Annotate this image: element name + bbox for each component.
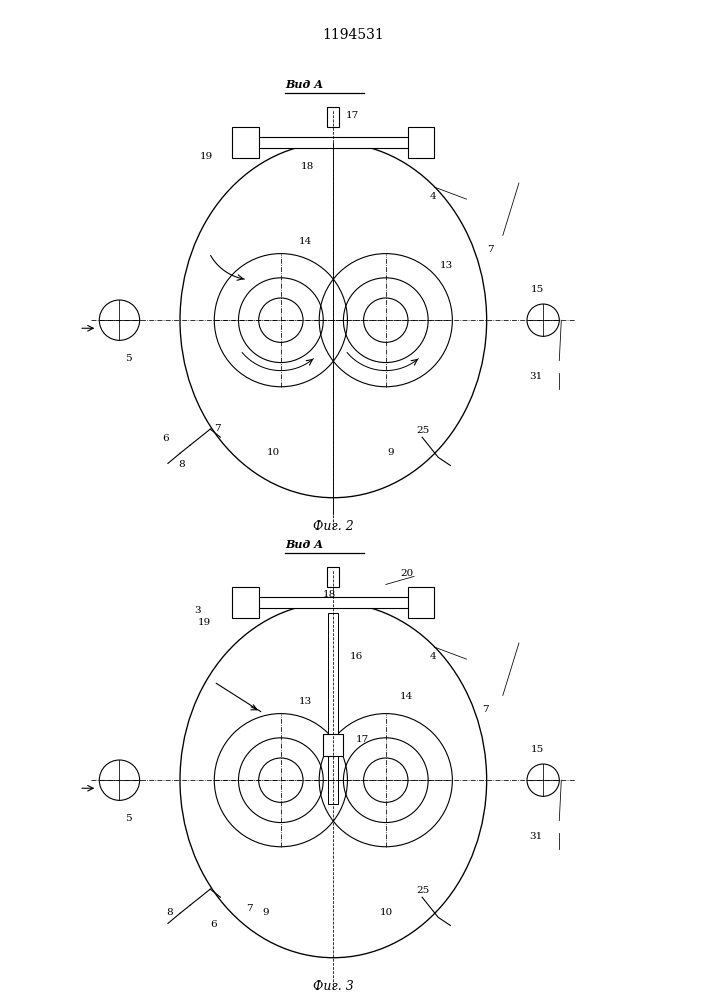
Text: 1194531: 1194531 (322, 28, 385, 42)
Bar (233, 587, 259, 618)
Text: 13: 13 (440, 261, 453, 270)
Text: 14: 14 (400, 692, 413, 701)
Text: 25: 25 (416, 426, 429, 435)
Bar (257, 137, 410, 148)
Text: 4: 4 (430, 652, 437, 661)
Text: 15: 15 (531, 745, 544, 754)
Text: 13: 13 (299, 697, 312, 706)
Bar (408, 127, 434, 158)
Text: 18: 18 (301, 162, 315, 171)
Text: 7: 7 (486, 245, 493, 254)
Bar (257, 597, 410, 608)
Text: Фиг. 2: Фиг. 2 (313, 520, 354, 533)
Text: 7: 7 (214, 424, 221, 433)
Text: 7: 7 (483, 705, 489, 714)
Text: 6: 6 (210, 920, 217, 929)
Text: 16: 16 (349, 652, 363, 661)
Text: 19: 19 (198, 618, 211, 627)
Text: 14: 14 (299, 237, 312, 246)
Text: 5: 5 (126, 814, 132, 823)
Text: 31: 31 (529, 372, 542, 381)
Text: 7: 7 (247, 904, 253, 913)
Text: 19: 19 (200, 152, 214, 161)
Text: 3: 3 (194, 606, 201, 615)
Text: 17: 17 (356, 735, 369, 744)
Text: 25: 25 (416, 886, 429, 895)
Bar (327, 107, 339, 127)
Text: 9: 9 (263, 908, 269, 917)
Bar (323, 734, 344, 756)
Text: 15: 15 (531, 285, 544, 294)
Text: Вид А: Вид А (285, 539, 323, 550)
Text: Вид А: Вид А (285, 79, 323, 90)
Bar (233, 127, 259, 158)
Text: 4: 4 (430, 192, 437, 201)
Text: 31: 31 (529, 832, 542, 841)
Text: 10: 10 (267, 448, 280, 457)
Bar (327, 567, 339, 587)
Text: 20: 20 (400, 569, 413, 578)
Text: 9: 9 (388, 448, 395, 457)
Text: 18: 18 (323, 590, 337, 599)
Text: 10: 10 (380, 908, 393, 917)
Text: 17: 17 (346, 111, 358, 120)
Text: 8: 8 (178, 460, 185, 469)
Bar (408, 587, 434, 618)
Text: Фиг. 3: Фиг. 3 (313, 980, 354, 993)
Text: 5: 5 (126, 354, 132, 363)
Text: 6: 6 (162, 434, 168, 443)
Bar (329, 613, 338, 804)
Text: 8: 8 (166, 908, 173, 917)
